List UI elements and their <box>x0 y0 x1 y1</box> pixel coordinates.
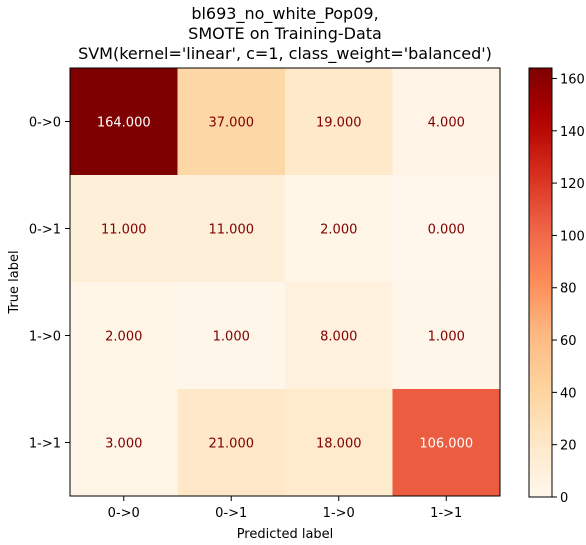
cell-value-label: 106.000 <box>419 437 473 452</box>
cell-value-label: 4.000 <box>428 116 465 131</box>
heatmap-cell <box>285 68 393 176</box>
heatmap-cell <box>177 68 286 176</box>
colorbar: 0 20 40 60 80 100 120 140 160 <box>528 67 585 506</box>
colorbar-tick-label: 140 <box>560 125 585 140</box>
heatmap-cell <box>70 175 178 283</box>
heatmap-cell <box>392 175 501 283</box>
cell-value-label: 2.000 <box>105 330 142 345</box>
colorbar-tick-label: 80 <box>560 282 577 297</box>
cell-value-label: 11.000 <box>209 223 255 238</box>
cell-value-label: 1.000 <box>428 330 465 345</box>
cell-value-label: 3.000 <box>105 437 142 452</box>
colorbar-tick-label: 60 <box>560 334 577 349</box>
cell-value-label: 18.000 <box>316 437 362 452</box>
y-axis-label: True label <box>7 250 22 314</box>
y-tick-label: 1->0 <box>29 330 61 345</box>
cell-value-label: 2.000 <box>320 223 357 238</box>
plot-frame <box>69 67 501 497</box>
heatmap-cell <box>177 175 286 283</box>
chart-title: bl693_no_white_Pop09,SMOTE on Training-D… <box>78 4 492 64</box>
heatmap-cell <box>285 175 393 283</box>
heatmap-cell <box>70 282 178 390</box>
y-tick-label: 1->1 <box>29 437 61 452</box>
colorbar-tick-label: 100 <box>560 229 585 244</box>
cell-value-label: 0.000 <box>428 223 465 238</box>
colorbar-gradient <box>528 67 553 498</box>
title-line: bl693_no_white_Pop09, <box>191 4 378 24</box>
y-axis-ticks: 0->0 0->1 1->0 1->1 <box>29 116 70 452</box>
x-axis-label: Predicted label <box>237 527 334 542</box>
y-tick-label: 0->0 <box>29 116 61 131</box>
heatmap-cell <box>285 282 393 390</box>
cell-value-label: 1.000 <box>213 330 250 345</box>
cell-value-label: 21.000 <box>209 437 255 452</box>
x-tick-label: 1->0 <box>323 506 355 521</box>
cell-value-label: 11.000 <box>101 223 147 238</box>
heatmap-cell <box>70 68 178 176</box>
heatmap-cells: 164.000 37.000 19.000 4.000 11.000 11.000 2.00… <box>70 68 501 497</box>
cell-value-label: 164.000 <box>97 116 151 131</box>
colorbar-tick-label: 120 <box>560 177 585 192</box>
y-tick-label: 0->1 <box>29 223 61 238</box>
colorbar-tick-label: 160 <box>560 72 585 87</box>
title-line: SMOTE on Training-Data <box>188 24 382 43</box>
x-tick-label: 0->1 <box>215 506 247 521</box>
x-axis-ticks: 0->0 0->1 1->0 1->1 <box>108 496 462 521</box>
heatmap-cell <box>177 389 286 497</box>
heatmap-cell <box>70 389 178 497</box>
x-tick-label: 1->1 <box>430 506 462 521</box>
heatmap-cell <box>392 389 501 497</box>
heatmap-cell <box>177 282 286 390</box>
colorbar-tick-label: 0 <box>560 491 568 506</box>
title-line: SVM(kernel='linear', c=1, class_weight='… <box>78 44 492 64</box>
heatmap-cell <box>285 389 393 497</box>
colorbar-tick-label: 40 <box>560 386 577 401</box>
cell-value-label: 8.000 <box>320 330 357 345</box>
colorbar-tick-label: 20 <box>560 439 577 454</box>
cell-value-label: 37.000 <box>209 116 255 131</box>
heatmap-cell <box>392 282 501 390</box>
heatmap-cell <box>392 68 501 176</box>
cell-value-label: 19.000 <box>316 116 362 131</box>
x-tick-label: 0->0 <box>108 506 140 521</box>
